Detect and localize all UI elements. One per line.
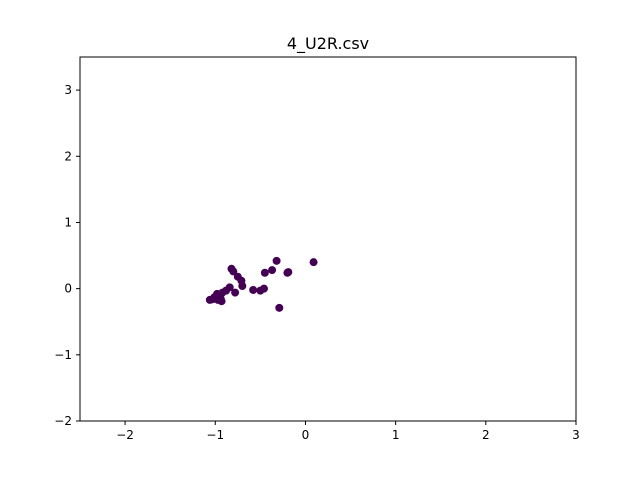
x-tick-label: 1 (392, 428, 400, 442)
data-point (259, 284, 268, 293)
data-point (205, 295, 214, 304)
axis-ticks: −2 −1 0 1 2 3 −2 −1 0 1 2 3 (54, 83, 580, 442)
y-tick-label: 2 (64, 149, 72, 163)
y-tick-label: 1 (64, 215, 72, 229)
chart-title: 4_U2R.csv (287, 34, 369, 54)
y-tick-label: 3 (64, 83, 72, 97)
y-tick-label: −2 (54, 414, 72, 428)
data-point (238, 281, 247, 290)
data-point (283, 268, 292, 277)
x-tick-label: −1 (206, 428, 224, 442)
data-point (309, 258, 318, 267)
data-point (212, 293, 221, 302)
data-point (229, 267, 238, 276)
data-point (275, 303, 284, 312)
y-tick-label: 0 (64, 282, 72, 296)
data-points (205, 256, 318, 312)
x-tick-label: −2 (116, 428, 134, 442)
data-point (249, 285, 258, 294)
x-tick-label: 0 (302, 428, 310, 442)
data-point (231, 288, 240, 297)
data-point (268, 266, 277, 275)
data-point (260, 268, 269, 277)
x-tick-label: 2 (482, 428, 490, 442)
x-tick-label: 3 (572, 428, 580, 442)
data-point (272, 256, 281, 265)
plot-area-frame (79, 56, 577, 422)
y-tick-label: −1 (54, 348, 72, 362)
